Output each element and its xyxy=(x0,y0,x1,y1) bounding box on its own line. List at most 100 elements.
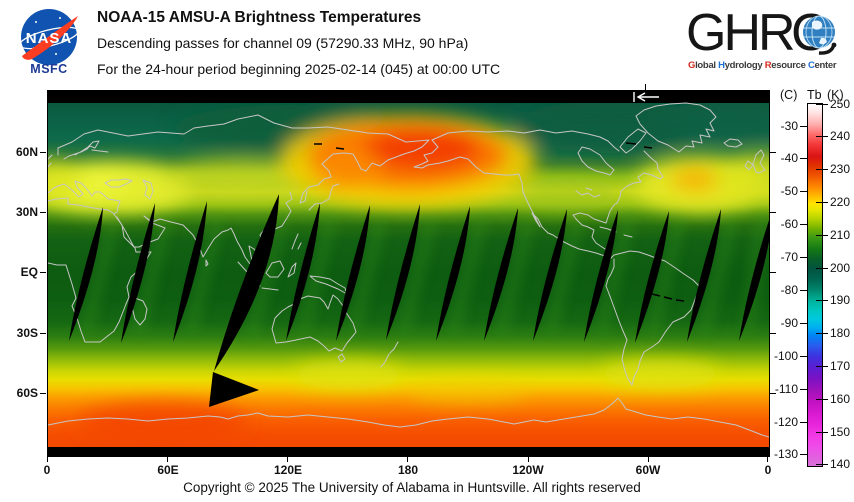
k-tick-210 xyxy=(816,235,828,236)
c-tick--120 xyxy=(800,422,807,423)
lat-tick-eq-left xyxy=(40,272,46,273)
c-label--80: -80 xyxy=(780,283,798,297)
nasa-meatball-icon: NASA xyxy=(19,9,79,65)
lon-tick-120e xyxy=(287,456,288,462)
lon-tick-0a xyxy=(47,456,48,462)
colorbar-tb-header: Tb xyxy=(807,88,822,102)
k-tick-230 xyxy=(816,169,828,170)
k-label-140: 140 xyxy=(830,457,851,471)
k-tick-200 xyxy=(816,268,828,269)
lon-label-120e: 120E xyxy=(273,463,303,477)
tagline-word-global: Global xyxy=(688,60,716,71)
lat-tick-30n-left xyxy=(40,212,46,213)
k-label-240: 240 xyxy=(830,129,851,143)
lon-tick-60w xyxy=(648,456,649,462)
colorbar xyxy=(807,103,823,467)
lon-tick-60e xyxy=(167,456,168,462)
k-tick-140 xyxy=(816,464,828,465)
c-label--70: -70 xyxy=(780,250,798,264)
c-label--50: -50 xyxy=(780,184,798,198)
tagline-word-hydrology: Hydrology xyxy=(718,60,763,71)
c-tick--100 xyxy=(800,356,807,357)
k-tick-150 xyxy=(816,432,828,433)
lat-tick-eq-right xyxy=(770,272,776,273)
north-polar-gap xyxy=(48,91,769,103)
colorbar-celsius-header: (C) xyxy=(780,88,798,102)
lat-tick-30n-right xyxy=(770,212,776,213)
k-label-210: 210 xyxy=(830,228,851,242)
svg-text:NASA: NASA xyxy=(26,30,73,47)
brightness-temperature-map xyxy=(47,90,770,457)
page-title: NOAA-15 AMSU-A Brightness Temperatures xyxy=(97,9,422,26)
k-label-160: 160 xyxy=(830,392,851,406)
k-label-200: 200 xyxy=(830,261,851,275)
k-tick-220 xyxy=(816,202,828,203)
c-label--90: -90 xyxy=(780,316,798,330)
lat-label-60n: 60N xyxy=(15,145,38,159)
c-label--130: -130 xyxy=(773,447,798,461)
k-label-190: 190 xyxy=(830,293,851,307)
lon-tick-180 xyxy=(407,456,408,462)
map-canvas xyxy=(48,91,769,456)
lat-label-30n: 30N xyxy=(15,205,38,219)
ghrc-globe-icon xyxy=(803,15,837,55)
lon-label-0b: 0 xyxy=(764,463,772,477)
swath-stripes xyxy=(79,213,768,339)
lon-tick-0b xyxy=(767,456,768,462)
c-tick--30 xyxy=(800,126,807,127)
lon-label-120w: 120W xyxy=(512,463,544,477)
lat-tick-60n-right xyxy=(770,152,776,153)
south-polar-gap xyxy=(48,447,769,456)
subtitle-pass: Descending passes for channel 09 (57290.… xyxy=(97,35,469,51)
c-label--30: -30 xyxy=(780,119,798,133)
tagline-word-resource: Resource xyxy=(764,60,806,71)
k-tick-160 xyxy=(816,399,828,400)
k-label-220: 220 xyxy=(830,195,851,209)
k-label-250: 250 xyxy=(830,97,851,111)
c-tick--50 xyxy=(800,191,807,192)
lat-label-30s: 30S xyxy=(16,326,38,340)
k-tick-170 xyxy=(816,366,828,367)
temperature-anomalies xyxy=(48,101,769,443)
lat-tick-60s-left xyxy=(40,393,46,394)
c-label--120: -120 xyxy=(773,415,798,429)
lat-tick-60s-right xyxy=(770,393,776,394)
lat-tick-30s-right xyxy=(770,333,776,334)
k-tick-190 xyxy=(816,300,828,301)
first-pass-arrow-icon xyxy=(633,92,659,102)
c-label--40: -40 xyxy=(780,151,798,165)
lon-label-60w: 60W xyxy=(635,463,661,477)
ghrc-logo-icon: GHR C xyxy=(686,4,837,62)
c-tick--80 xyxy=(800,290,807,291)
k-tick-180 xyxy=(816,333,828,334)
colorbar-kelvin-header: (K) xyxy=(827,88,844,102)
c-label--110: -110 xyxy=(774,382,798,396)
small-gap-dashes xyxy=(314,142,685,302)
lat-label-60s: 60S xyxy=(16,386,38,400)
ghrc-tagline: Global Hydrology Resource Center xyxy=(688,60,850,71)
swath-gaps xyxy=(69,194,769,407)
subtitle-period: For the 24-hour period beginning 2025-02… xyxy=(97,61,501,77)
lon-tick-120w xyxy=(528,456,529,462)
lon-label-180: 180 xyxy=(397,463,419,477)
c-tick--130 xyxy=(800,454,807,455)
copyright-notice: Copyright © 2025 The University of Alaba… xyxy=(183,480,641,495)
lat-label-eq: EQ xyxy=(20,265,38,279)
top-axis-tick xyxy=(645,84,646,90)
lon-label-0a: 0 xyxy=(43,463,51,477)
ghrc-logo: GHR C xyxy=(686,4,850,62)
k-label-150: 150 xyxy=(830,425,851,439)
k-tick-250 xyxy=(816,104,828,105)
c-tick--110 xyxy=(800,389,807,390)
msfc-label: MSFC xyxy=(30,62,68,76)
lat-tick-30s-left xyxy=(40,333,46,334)
lon-label-60e: 60E xyxy=(157,463,179,477)
c-label--100: -100 xyxy=(773,349,798,363)
k-tick-240 xyxy=(816,136,828,137)
c-tick--70 xyxy=(800,257,807,258)
large-triangular-gap xyxy=(209,372,259,407)
c-tick--40 xyxy=(800,158,807,159)
tagline-word-center: Center xyxy=(807,60,837,71)
k-label-230: 230 xyxy=(830,162,851,176)
c-tick--90 xyxy=(800,323,807,324)
